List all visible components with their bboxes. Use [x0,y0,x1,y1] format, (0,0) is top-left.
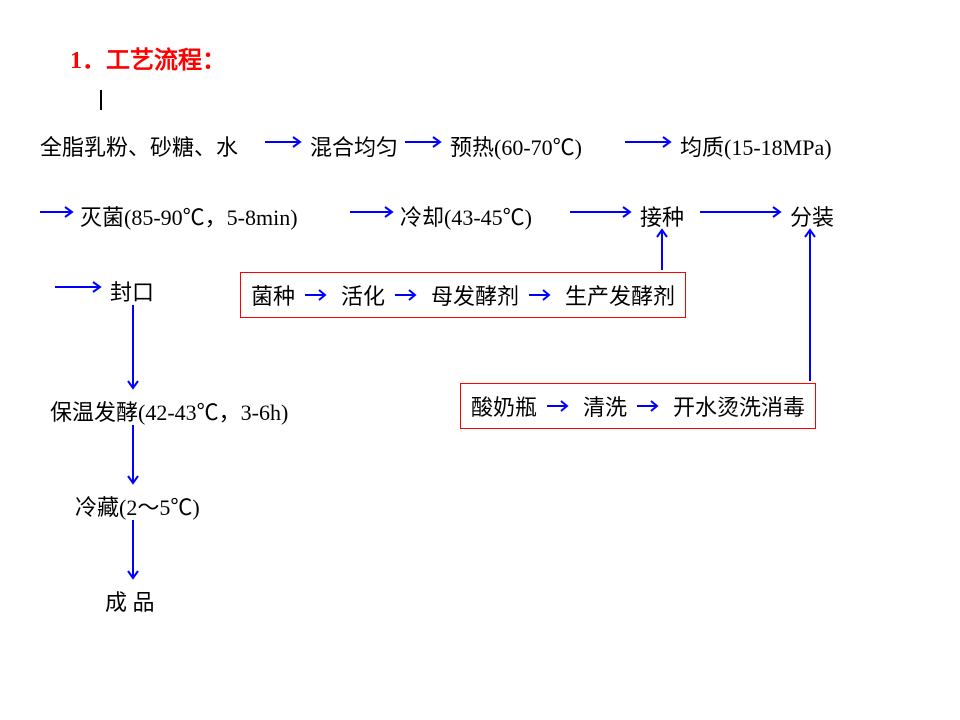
flow-arrows [0,0,960,720]
